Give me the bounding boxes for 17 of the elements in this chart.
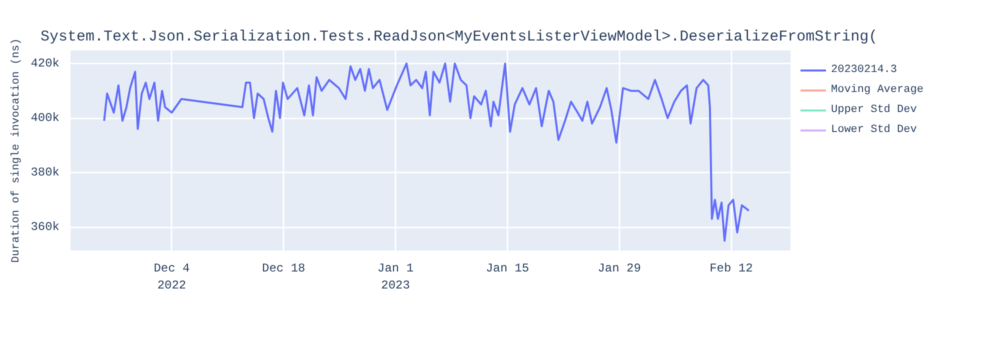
x-tick-label: Feb 12: [710, 262, 753, 276]
x-tick-label: Jan 1 2023: [378, 262, 414, 292]
x-tick-label: Jan 29: [598, 262, 641, 276]
line-series: [103, 62, 750, 242]
legend-label: Upper Std Dev: [831, 104, 917, 116]
y-tick-label: 360k: [30, 220, 60, 234]
x-tick-label: Jan 15: [486, 262, 530, 276]
legend-label: Lower Std Dev: [831, 124, 917, 136]
x-tick-label: Dec 4 2022: [154, 262, 190, 292]
y-tick-label: 380k: [30, 166, 60, 180]
legend-label: Moving Average: [831, 84, 924, 96]
chart-title: System.Text.Json.Serialization.Tests.ReadJson<MyEventsListerViewModel>.DeserializeFromString(: [40, 28, 878, 46]
y-tick-label: 400k: [30, 111, 60, 126]
y-tick-label: 420k: [30, 56, 60, 71]
legend-label: 20230214.3: [831, 64, 898, 76]
y-axis-title: Duration of single invocation (ns): [10, 38, 23, 263]
x-tick-label: Dec 18: [262, 262, 306, 276]
